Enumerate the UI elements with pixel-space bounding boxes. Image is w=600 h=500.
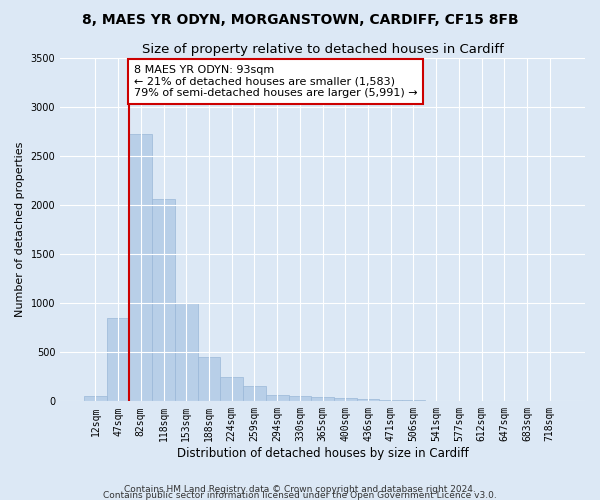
Text: 8 MAES YR ODYN: 93sqm
← 21% of detached houses are smaller (1,583)
79% of semi-d: 8 MAES YR ODYN: 93sqm ← 21% of detached … [134,65,418,98]
Bar [152,200,175,402]
Text: Contains HM Land Registry data © Crown copyright and database right 2024.: Contains HM Land Registry data © Crown c… [124,486,476,494]
Text: 8, MAES YR ODYN, MORGANSTOWN, CARDIFF, CF15 8FB: 8, MAES YR ODYN, MORGANSTOWN, CARDIFF, C… [82,12,518,26]
Bar [334,398,356,402]
Bar [266,395,289,402]
Bar [425,400,448,402]
Title: Size of property relative to detached houses in Cardiff: Size of property relative to detached ho… [142,42,503,56]
Bar [197,357,220,402]
Bar [402,400,425,402]
Bar [243,386,266,402]
Bar [289,396,311,402]
Y-axis label: Number of detached properties: Number of detached properties [15,142,25,318]
Bar [175,304,197,402]
Bar [130,134,152,402]
Bar [84,396,107,402]
Bar [356,399,379,402]
Bar [311,397,334,402]
Text: Contains public sector information licensed under the Open Government Licence v3: Contains public sector information licen… [103,492,497,500]
Bar [220,377,243,402]
Bar [379,400,402,402]
X-axis label: Distribution of detached houses by size in Cardiff: Distribution of detached houses by size … [177,447,469,460]
Bar [107,318,130,402]
